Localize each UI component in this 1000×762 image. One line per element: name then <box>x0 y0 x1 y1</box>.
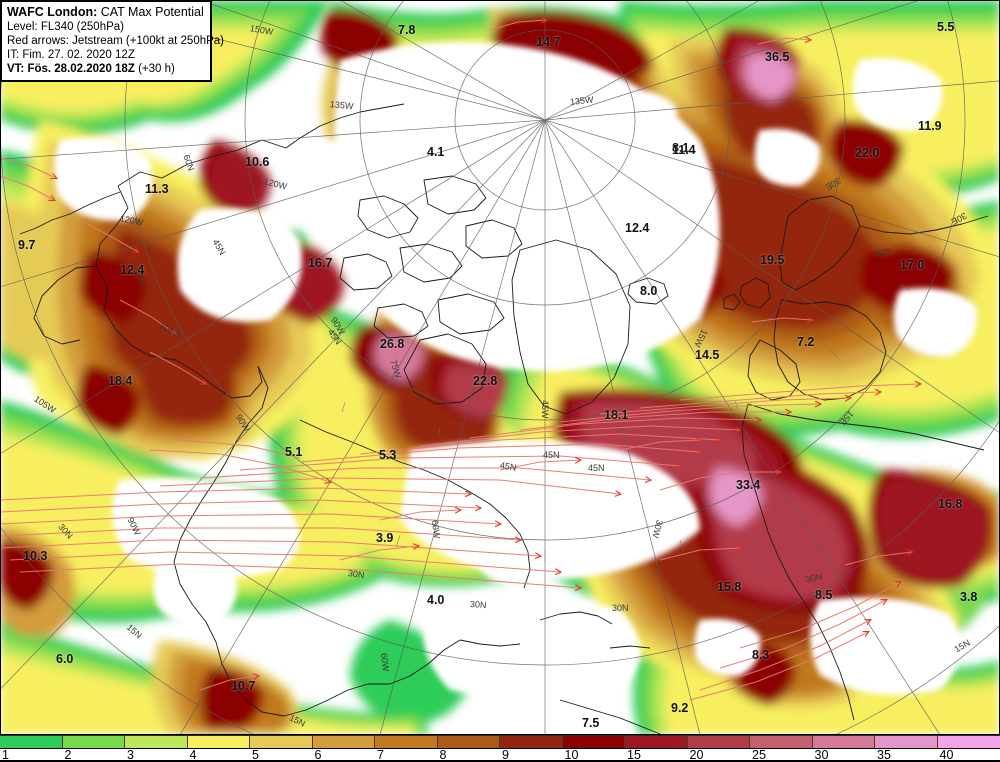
colorbar-tick: 7 <box>377 748 384 762</box>
colorbar-swatch <box>875 736 938 749</box>
jetstream-note-line: Red arrows: Jetstream (+100kt at 250hPa) <box>7 35 225 48</box>
colorbar-swatch <box>750 736 813 749</box>
map-canvas[interactable] <box>0 0 1000 735</box>
colorbar-tick: 1 <box>2 748 9 762</box>
product-info-box: WAFC London: CAT Max Potential Level: FL… <box>0 0 225 83</box>
colorbar-swatch <box>125 736 188 749</box>
flight-level-line: Level: FL340 (250hPa) <box>7 21 124 34</box>
colorbar-tick: 35 <box>877 748 891 762</box>
colorbar-tick: 3 <box>127 748 134 762</box>
colorbar-baseline <box>0 760 1000 762</box>
colorbar-tick: 10 <box>564 748 579 762</box>
colorbar-tick: 25 <box>752 748 766 762</box>
product-name: CAT Max Potential <box>100 5 204 19</box>
colorbar-tick: 9 <box>502 748 509 762</box>
colorbar-swatch <box>312 736 375 749</box>
valid-time-suffix: (+30 h) <box>138 63 175 76</box>
colorbar-tick: 2 <box>64 748 72 762</box>
colorbar-swatch <box>937 736 1000 749</box>
jetstream-arrows <box>0 20 920 701</box>
issue-time-line: IT: Fim. 27. 02. 2020 12Z <box>7 49 135 62</box>
valid-time-line: VT: Fös. 28.02.2020 18Z (+30 h) <box>7 62 206 76</box>
graticule-ticks <box>244 284 911 562</box>
colorbar-tick: 40 <box>939 748 954 762</box>
colorbar-tick-labels: 1 2 3 4 5 6 7 8 9 10 15 20 25 30 35 40 <box>0 749 1000 762</box>
colorbar-swatch <box>812 736 875 749</box>
colorbar-tick: 15 <box>627 748 641 762</box>
valid-time-label: VT: Fös. 28.02.2020 18Z <box>7 63 135 76</box>
colorbar-swatch <box>500 736 563 749</box>
map-area[interactable]: 150W 135W 135W 120W 120W 105W 105W 90W 90W 90W 75W… <box>0 0 1000 735</box>
cat-field-contours <box>0 0 1000 735</box>
colorbar-rule <box>0 748 1000 749</box>
issuer-label: WAFC London: <box>7 5 98 19</box>
graticule <box>0 0 1000 735</box>
colorbar-tick: 4 <box>189 748 197 762</box>
colorbar-legend: 1 2 3 4 5 6 7 8 9 10 15 20 25 30 35 40 <box>0 735 1000 762</box>
colorbar-swatch <box>437 736 500 749</box>
colorbar-swatch <box>687 736 750 749</box>
coastlines <box>19 103 989 735</box>
colorbar-tick: 20 <box>689 748 704 762</box>
colorbar-swatch <box>62 736 125 749</box>
colorbar-tick: 5 <box>252 748 259 762</box>
colorbar-swatch <box>375 736 438 749</box>
colorbar-swatches <box>0 735 1000 749</box>
colorbar-swatch <box>187 736 250 749</box>
colorbar-swatch <box>625 736 688 749</box>
colorbar-swatch <box>0 736 63 749</box>
colorbar-swatch <box>562 736 625 749</box>
product-title-line: WAFC London: CAT Max Potential <box>7 5 206 20</box>
colorbar-tick: 6 <box>314 748 322 762</box>
colorbar-tick: 30 <box>814 748 829 762</box>
colorbar-tick: 8 <box>439 748 447 762</box>
colorbar-swatch <box>250 736 313 749</box>
